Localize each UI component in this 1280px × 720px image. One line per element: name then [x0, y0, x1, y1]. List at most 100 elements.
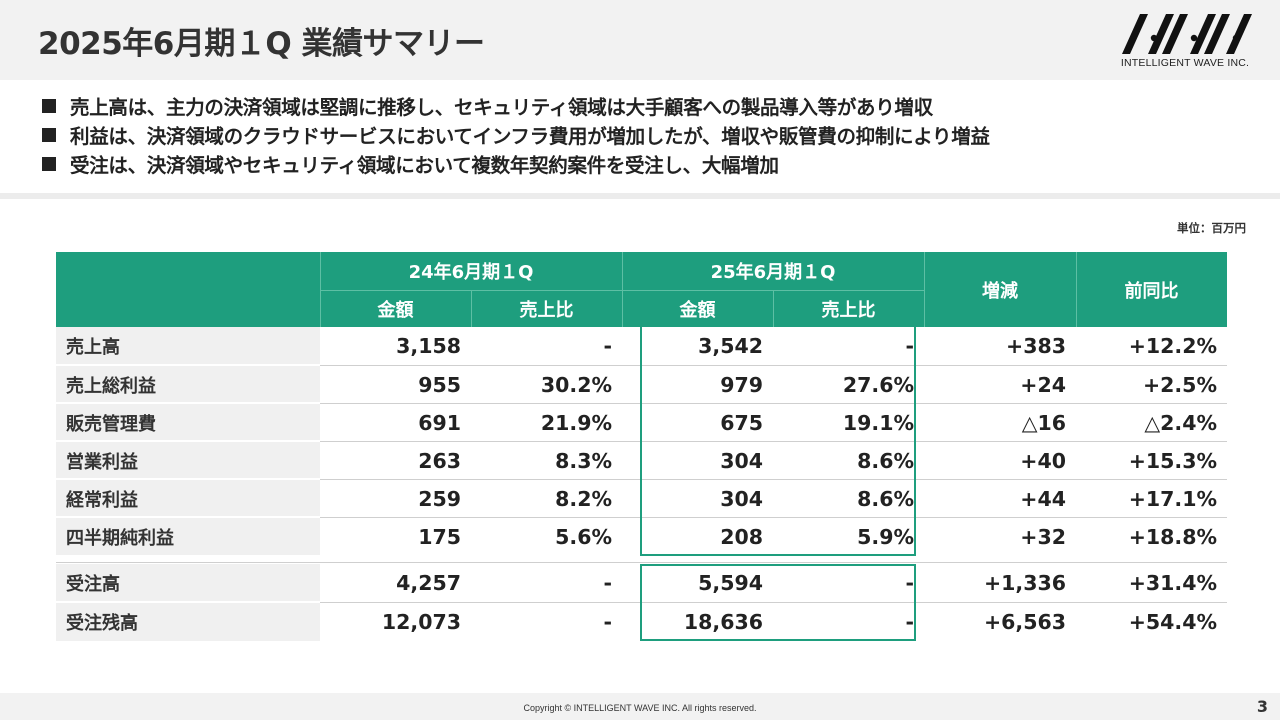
- ratio-prior: -: [603, 610, 612, 634]
- yoy-value: +54.4%: [1128, 610, 1217, 634]
- header-divider: [773, 290, 774, 327]
- header-divider: [622, 252, 623, 327]
- change-value: +383: [1006, 334, 1066, 358]
- amount-current: 979: [720, 373, 763, 397]
- row-label: 四半期純利益: [56, 518, 320, 556]
- table-row: 売上総利益 955 30.2% 979 27.6% +24 +2.5%: [56, 366, 1227, 404]
- table-row: 営業利益 263 8.3% 304 8.6% +40 +15.3%: [56, 442, 1227, 480]
- row-divider: [56, 516, 320, 518]
- summary-bullets: 売上高は、主力の決済領域は堅調に推移し、セキュリティ領域は大手顧客への製品導入等…: [42, 91, 990, 178]
- amount-prior: 175: [418, 525, 461, 549]
- ratio-current: -: [905, 334, 914, 358]
- change-value: +40: [1020, 449, 1066, 473]
- bullet-item: 利益は、決済領域のクラウドサービスにおいてインフラ費用が増加したが、増収や販管費…: [42, 120, 990, 149]
- row-divider: [56, 440, 320, 442]
- ratio-current: 19.1%: [842, 411, 914, 435]
- ratio-prior: 8.3%: [555, 449, 612, 473]
- row-divider: [56, 402, 320, 404]
- current-period-highlight: [640, 564, 916, 641]
- amount-current: 304: [720, 487, 763, 511]
- change-value: +24: [1020, 373, 1066, 397]
- row-label: 経常利益: [56, 480, 320, 518]
- row-label: 売上総利益: [56, 366, 320, 404]
- header-period-prior: 24年6月期１Q: [408, 262, 534, 283]
- change-value: +1,336: [983, 571, 1066, 595]
- amount-prior: 691: [418, 411, 461, 435]
- row-label: 販売管理費: [56, 404, 320, 442]
- unit-label: 単位：百万円: [1177, 221, 1246, 235]
- amount-current: 208: [720, 525, 763, 549]
- ratio-current: 8.6%: [857, 449, 914, 473]
- header-amount-prior: 金額: [377, 299, 414, 321]
- bullet-text: 売上高は、主力の決済領域は堅調に推移し、セキュリティ領域は大手顧客への製品導入等…: [70, 96, 933, 119]
- amount-current: 304: [720, 449, 763, 473]
- square-bullet-icon: [42, 127, 56, 142]
- header-band: [0, 0, 1280, 80]
- section-gap: [56, 555, 1227, 563]
- header-ratio-prior: 売上比: [519, 299, 574, 321]
- bullet-item: 受注は、決済領域やセキュリティ領域において複数年契約案件を受注し、大幅増加: [42, 149, 990, 178]
- ratio-prior: -: [603, 334, 612, 358]
- change-value: △16: [1021, 411, 1066, 435]
- row-label: 売上高: [56, 327, 320, 365]
- ratio-prior: 21.9%: [540, 411, 612, 435]
- header-divider: [320, 252, 321, 327]
- amount-prior: 12,073: [381, 610, 461, 634]
- table-row: 受注残高 12,073 - 18,636 - +6,563 +54.4%: [56, 603, 1227, 641]
- ratio-prior: 8.2%: [555, 487, 612, 511]
- header-amount-current: 金額: [679, 299, 716, 321]
- yoy-value: +15.3%: [1128, 449, 1217, 473]
- change-value: +6,563: [983, 610, 1066, 634]
- page-title: 2025年6月期１Q 業績サマリー: [38, 26, 485, 62]
- header-divider: [924, 252, 925, 327]
- table-row: 受注高 4,257 - 5,594 - +1,336 +31.4%: [56, 564, 1227, 602]
- amount-prior: 259: [418, 487, 461, 511]
- row-divider: [320, 441, 1227, 442]
- row-divider: [320, 602, 1227, 603]
- table-row: 経常利益 259 8.2% 304 8.6% +44 +17.1%: [56, 480, 1227, 518]
- change-value: +32: [1020, 525, 1066, 549]
- ratio-prior: 5.6%: [555, 525, 612, 549]
- copyright-text: Copyright © INTELLIGENT WAVE INC. All ri…: [523, 703, 757, 713]
- yoy-value: +31.4%: [1128, 571, 1217, 595]
- footer-band: [0, 693, 1280, 720]
- company-logo: INTELLIGENT WAVE INC.: [1110, 8, 1260, 72]
- bullet-text: 利益は、決済領域のクラウドサービスにおいてインフラ費用が増加したが、増収や販管費…: [70, 125, 990, 148]
- row-divider: [56, 562, 1227, 563]
- amount-prior: 263: [418, 449, 461, 473]
- row-divider: [320, 403, 1227, 404]
- ratio-current: -: [905, 610, 914, 634]
- bullet-item: 売上高は、主力の決済領域は堅調に推移し、セキュリティ領域は大手顧客への製品導入等…: [42, 91, 990, 120]
- amount-prior: 3,158: [396, 334, 461, 358]
- header-yoy: 前同比: [1124, 280, 1179, 302]
- amount-current: 675: [720, 411, 763, 435]
- row-label: 受注残高: [56, 603, 320, 641]
- yoy-value: +17.1%: [1128, 487, 1217, 511]
- header-ratio-current: 売上比: [821, 299, 876, 321]
- change-value: +44: [1020, 487, 1066, 511]
- table-header: 24年6月期１Q 25年6月期１Q 金額 売上比 金額 売上比 増減 前同比: [56, 252, 1227, 327]
- header-change: 増減: [982, 280, 1018, 302]
- header-divider: [1076, 252, 1077, 327]
- yoy-value: △2.4%: [1144, 411, 1217, 435]
- yoy-value: +12.2%: [1128, 334, 1217, 358]
- yoy-value: +2.5%: [1142, 373, 1217, 397]
- square-bullet-icon: [42, 156, 56, 171]
- section-divider: [0, 193, 1280, 199]
- page-number: 3: [1256, 697, 1268, 716]
- ratio-current: 5.9%: [857, 525, 914, 549]
- ratio-current: 27.6%: [842, 373, 914, 397]
- square-bullet-icon: [42, 98, 56, 113]
- header-period-current: 25年6月期１Q: [710, 262, 836, 283]
- header-divider: [471, 290, 472, 327]
- amount-current: 18,636: [683, 610, 763, 634]
- row-divider: [56, 364, 320, 366]
- yoy-value: +18.8%: [1128, 525, 1217, 549]
- current-period-highlight: [640, 327, 916, 556]
- row-divider: [320, 479, 1227, 480]
- row-divider: [320, 365, 1227, 366]
- amount-prior: 955: [418, 373, 461, 397]
- table-row: 四半期純利益 175 5.6% 208 5.9% +32 +18.8%: [56, 518, 1227, 556]
- ratio-current: -: [905, 571, 914, 595]
- row-label: 受注高: [56, 564, 320, 602]
